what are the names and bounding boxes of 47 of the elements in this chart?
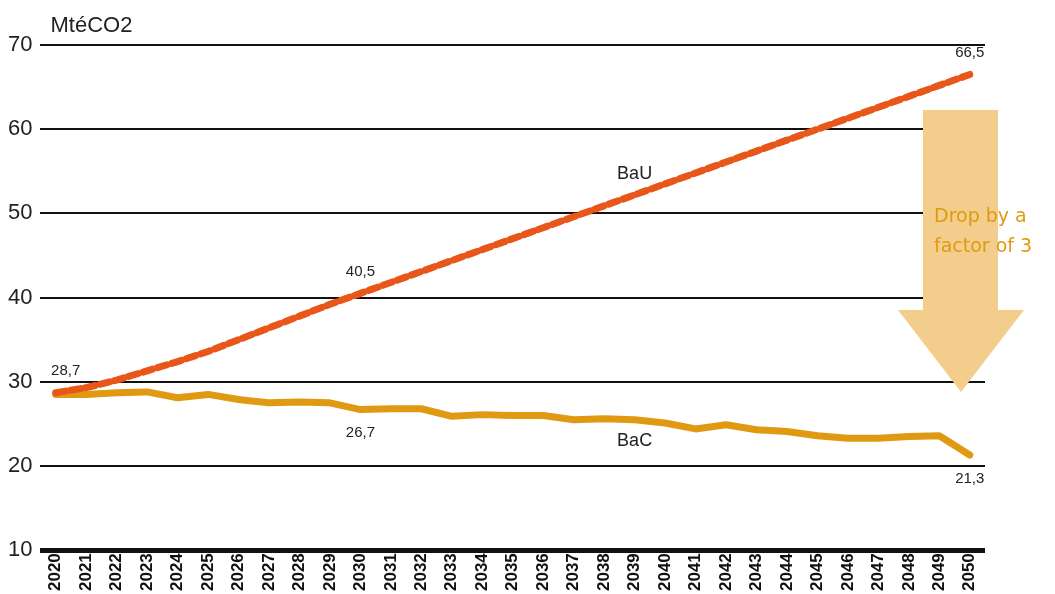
series-label: BaU <box>617 162 653 183</box>
x-tick-label: 2024 <box>167 552 187 592</box>
series-label: BaC <box>617 429 653 450</box>
x-tick-label: 2021 <box>75 553 95 592</box>
x-tick-label: 2040 <box>654 553 674 592</box>
y-axis-title: MtéCO2 <box>50 12 133 38</box>
y-tick-label: 30 <box>7 367 33 393</box>
y-tick-label: 60 <box>7 115 33 141</box>
x-tick-label: 2038 <box>593 553 613 592</box>
x-tick-label: 2030 <box>350 553 370 592</box>
data-label: 66,5 <box>955 43 985 61</box>
data-label: 26,7 <box>345 423 375 441</box>
y-tick-label: 40 <box>7 283 33 309</box>
x-tick-label: 2037 <box>563 553 583 592</box>
x-tick-label: 2043 <box>746 553 766 592</box>
x-tick-label: 2026 <box>228 553 248 592</box>
x-tick-label: 2029 <box>319 553 339 592</box>
x-tick-label: 2044 <box>776 552 796 592</box>
x-tick-label: 2047 <box>868 553 888 592</box>
y-tick-label: 70 <box>7 31 33 57</box>
x-tick-label: 2046 <box>837 553 857 592</box>
x-tick-label: 2049 <box>928 553 948 592</box>
x-tick-label: 2041 <box>685 553 705 592</box>
y-tick-label: 10 <box>7 536 33 562</box>
x-tick-label: 2032 <box>411 553 431 592</box>
x-tick-label: 2050 <box>959 553 979 592</box>
x-tick-label: 2034 <box>471 552 491 592</box>
x-tick-label: 2048 <box>898 553 918 592</box>
x-tick-label: 2039 <box>624 553 644 592</box>
x-tick-label: 2031 <box>380 553 400 592</box>
y-tick-label: 50 <box>7 199 33 225</box>
x-tick-label: 2023 <box>136 553 156 592</box>
x-tick-label: 2036 <box>532 553 552 592</box>
x-tick-label: 2022 <box>106 553 126 592</box>
x-tick-label: 2045 <box>807 553 827 592</box>
x-tick-label: 2035 <box>502 553 522 592</box>
x-tick-label: 2033 <box>441 553 461 592</box>
x-tick-label: 2025 <box>197 553 217 592</box>
data-label: 21,3 <box>955 468 985 486</box>
data-label: 28,7 <box>51 361 81 379</box>
annotation: Drop by a factor of 3 <box>934 203 1034 258</box>
y-tick-label: 20 <box>7 452 33 478</box>
x-tick-label: 2027 <box>258 553 278 592</box>
x-tick-label: 2042 <box>715 553 735 592</box>
data-label: 40,5 <box>345 262 375 280</box>
x-tick-label: 2020 <box>45 553 65 592</box>
x-tick-label: 2028 <box>289 553 309 592</box>
